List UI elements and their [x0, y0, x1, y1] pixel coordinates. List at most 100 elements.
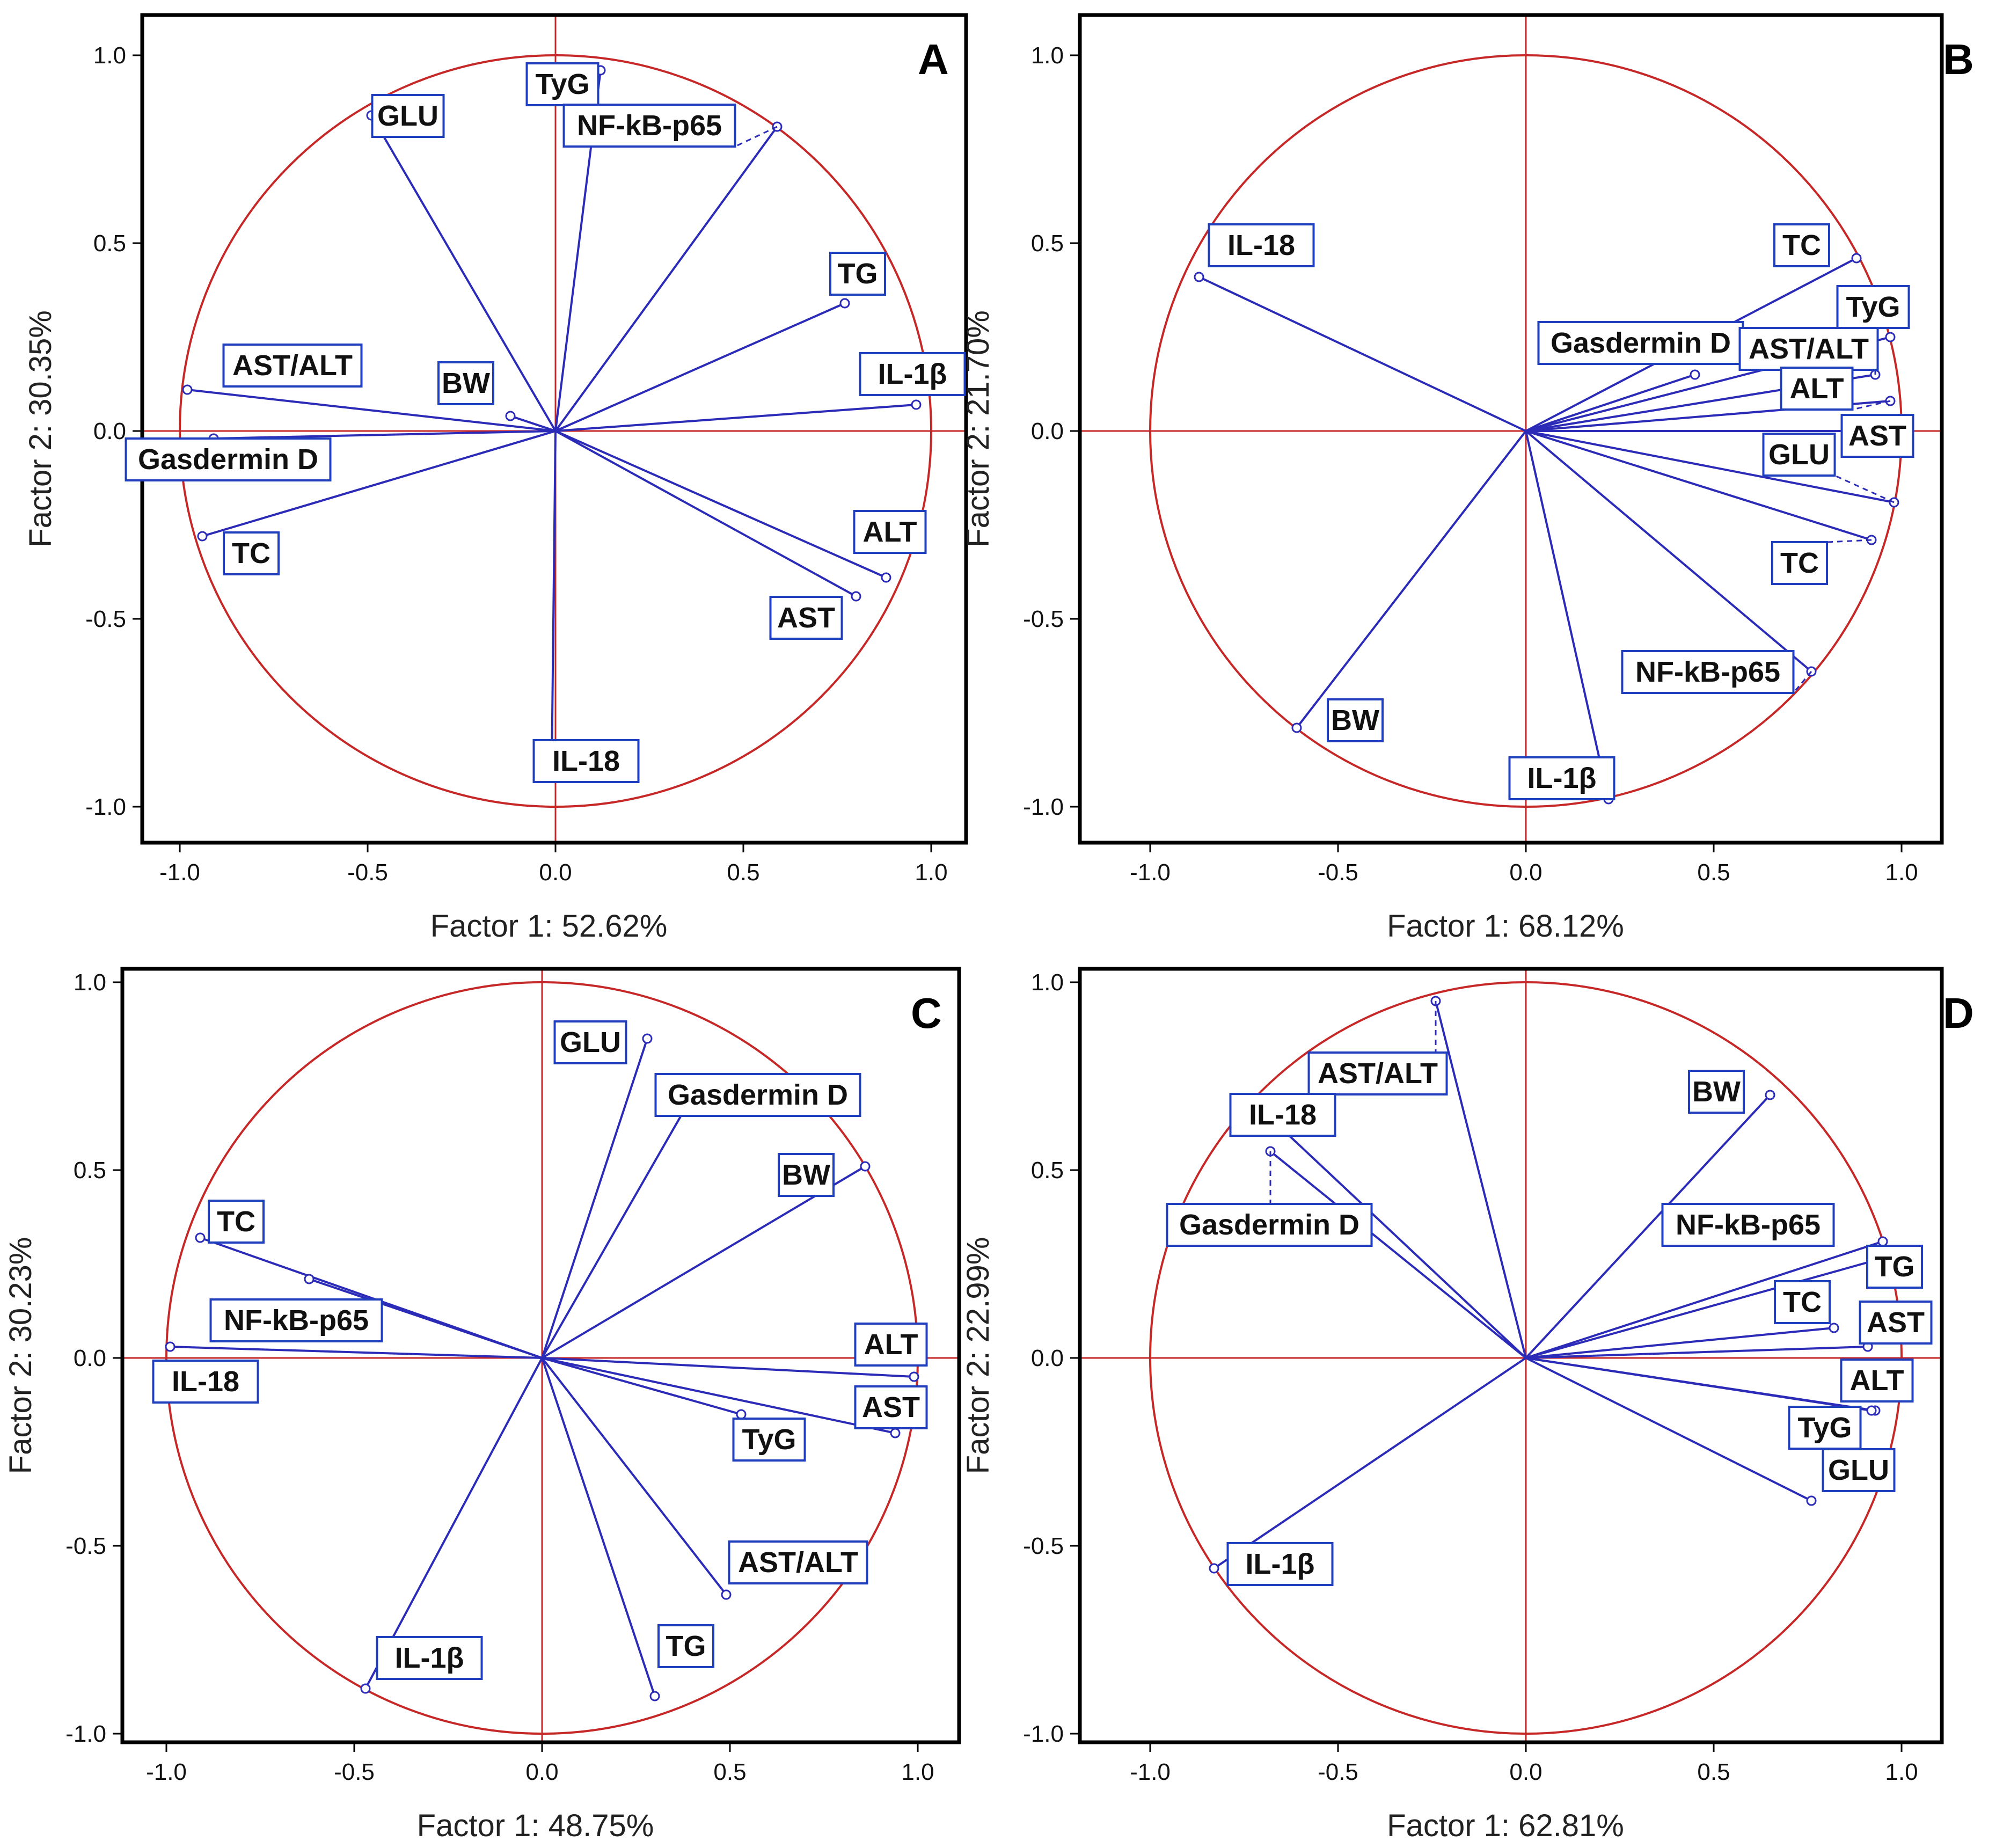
- variable-label: NF-kB-p65: [1635, 656, 1780, 688]
- y-axis-title: Factor 2: 21.70%: [961, 310, 996, 547]
- variable-label: TC: [1782, 229, 1821, 261]
- loading-vector: [1435, 1000, 1527, 1358]
- variable-label: IL-1β: [395, 1642, 464, 1674]
- x-tick-label: -1.0: [146, 1759, 187, 1785]
- x-axis-title: Factor 1: 62.81%: [1387, 1808, 1624, 1843]
- variable-label-box: [222, 344, 363, 388]
- variable-label-box: [1840, 1358, 1914, 1403]
- y-tick-label: -1.0: [1023, 794, 1064, 820]
- variable-label: BW: [1692, 1076, 1741, 1108]
- label-leader: [1834, 474, 1895, 503]
- variable-label: BW: [782, 1159, 830, 1191]
- variable-label-box: [1208, 223, 1315, 267]
- panel-letter: D: [1943, 989, 1974, 1037]
- x-tick-label: 0.5: [1697, 859, 1730, 886]
- loading-vector: [541, 1165, 866, 1359]
- y-tick-label: 0.5: [1031, 1157, 1064, 1184]
- y-tick-label: 1.0: [93, 42, 126, 69]
- y-tick-label: -1.0: [1023, 1721, 1064, 1747]
- variable-label: TG: [1875, 1251, 1915, 1283]
- plot-frame: [120, 967, 961, 1744]
- x-tick-label: 0.5: [713, 1759, 746, 1785]
- y-tick-label: 0.0: [93, 418, 126, 444]
- loading-vector: [1213, 1357, 1527, 1569]
- loading-point: [165, 1341, 176, 1352]
- loading-vector: [541, 1357, 656, 1697]
- loading-point: [1866, 1405, 1877, 1416]
- panel-letter: B: [1943, 35, 1974, 83]
- variable-label: IL-18: [1249, 1099, 1317, 1131]
- variable-label-box: [1771, 541, 1828, 585]
- loading-vector: [370, 114, 557, 432]
- y-tick-label: -0.5: [85, 606, 126, 632]
- variable-label-box: [1307, 1051, 1448, 1095]
- variable-label-box: [209, 1298, 383, 1342]
- loading-point: [505, 411, 516, 421]
- variable-label-box: [371, 94, 445, 138]
- variable-label-box: [854, 1323, 928, 1367]
- variable-label-box: [1688, 1070, 1745, 1114]
- variable-label-box: [1327, 698, 1384, 742]
- variable-label: AST/ALT: [232, 349, 353, 382]
- loading-point: [1829, 1323, 1839, 1333]
- y-tick-label: 0.0: [74, 1345, 106, 1371]
- variable-label-box: [208, 1200, 265, 1244]
- variable-label: ALT: [1850, 1364, 1904, 1397]
- variable-label: AST: [1848, 420, 1906, 452]
- loading-vector: [1525, 430, 1812, 673]
- panel-letter: A: [918, 35, 949, 83]
- panel-C: -1.0 -0.5 0.0 0.5 1.0 -1.0 -0.5 0.0 0.5 1.0 Factor…: [3, 967, 961, 1843]
- loading-vector: [1525, 1240, 1883, 1359]
- loading-point: [195, 1232, 206, 1243]
- loading-vector: [555, 302, 845, 432]
- x-axis-title: Factor 1: 52.62%: [430, 909, 668, 944]
- variable-label: Gasdermin D: [1179, 1209, 1359, 1241]
- loading-vector: [541, 1102, 690, 1358]
- variable-label: TC: [1783, 1286, 1822, 1318]
- y-tick-label: -0.5: [1023, 1533, 1064, 1559]
- x-tick-label: 1.0: [901, 1759, 934, 1785]
- variable-label: TC: [232, 537, 271, 569]
- variable-label-box: [728, 1540, 868, 1584]
- variable-label-box: [1822, 1448, 1896, 1492]
- variable-label-box: [1788, 1406, 1862, 1450]
- plot-frame: [140, 13, 968, 845]
- loading-point: [1194, 272, 1204, 282]
- variable-label: GLU: [1768, 439, 1830, 471]
- variable-label-box: [1621, 650, 1795, 694]
- loading-vector: [542, 1357, 742, 1415]
- variable-label: IL-18: [172, 1365, 239, 1398]
- loading-point: [1291, 722, 1302, 733]
- loading-vector: [1525, 1346, 1868, 1359]
- panel-D: -1.0 -0.5 0.0 0.5 1.0 -1.0 -0.5 0.0 0.5 1.0 Factor…: [961, 967, 1974, 1843]
- variable-label: TC: [1780, 547, 1819, 579]
- loading-vector: [1269, 1150, 1527, 1359]
- loading-point: [304, 1274, 315, 1284]
- variable-label: AST/ALT: [1318, 1057, 1438, 1090]
- loading-point: [182, 384, 193, 395]
- loading-point: [909, 1371, 919, 1382]
- plot-frame: [1078, 967, 1944, 1744]
- panel-B: -1.0 -0.5 0.0 0.5 1.0 -1.0 -0.5 0.0 0.5 1.0 Factor…: [961, 13, 1974, 944]
- variable-label-box: [1537, 321, 1744, 365]
- variable-label-box: [654, 1073, 861, 1117]
- variable-label-box: [1226, 1542, 1334, 1586]
- x-tick-label: -1.0: [159, 859, 200, 886]
- loading-vector: [1525, 430, 1872, 541]
- loading-point: [890, 1428, 901, 1438]
- variable-label: IL-18: [552, 745, 620, 777]
- x-tick-label: -0.5: [347, 859, 388, 886]
- loading-vector: [1525, 374, 1695, 432]
- variable-label-box: [1508, 756, 1615, 800]
- loading-point: [881, 572, 891, 583]
- x-tick-label: 1.0: [915, 859, 947, 886]
- variable-label: Gasdermin D: [1551, 327, 1731, 359]
- x-tick-label: 0.5: [727, 859, 759, 886]
- variable-label: TyG: [1797, 1412, 1852, 1444]
- variable-label-box: [732, 1418, 806, 1462]
- plot-frame: [1078, 13, 1944, 845]
- variable-label-box: [1836, 285, 1910, 329]
- loading-vector: [1198, 276, 1526, 432]
- variable-label: ALT: [863, 516, 917, 548]
- variable-label-box: [553, 1020, 627, 1064]
